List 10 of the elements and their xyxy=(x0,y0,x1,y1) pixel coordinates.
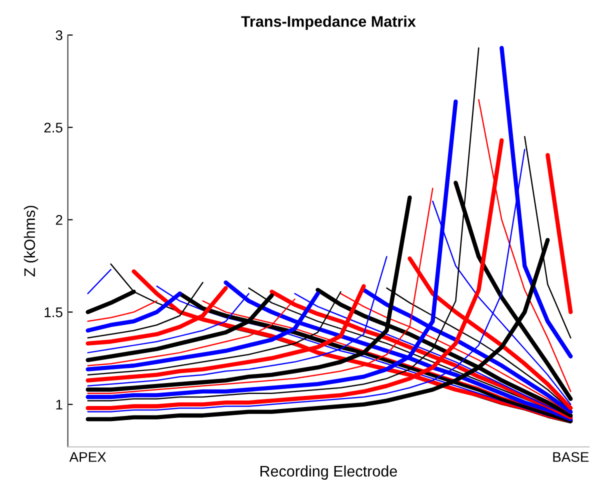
y-tick-label: 2.5 xyxy=(44,122,62,133)
y-tick-label: 1 xyxy=(56,400,62,410)
x-axis-title: Recording Electrode xyxy=(260,465,397,480)
x-tick-label: APEX xyxy=(69,452,106,462)
y-tick-label: 1.5 xyxy=(44,308,62,318)
y-axis-title: Z (kOhms) xyxy=(24,206,38,277)
chart-title: Trans-Impedance Matrix xyxy=(241,16,416,30)
y-tick-label: 3 xyxy=(56,30,62,40)
y-tick-label: 2 xyxy=(56,215,62,225)
x-tick-label: BASE xyxy=(553,452,589,462)
